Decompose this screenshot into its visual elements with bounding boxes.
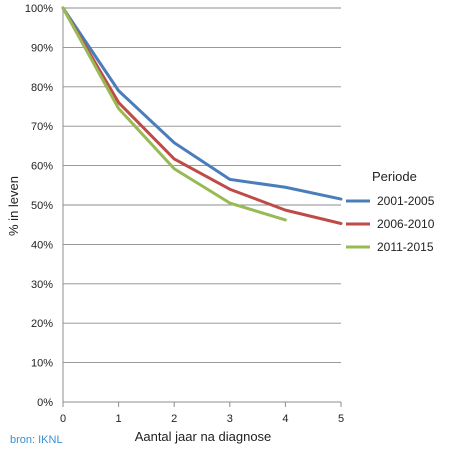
y-tick-label: 90% (31, 42, 53, 54)
y-tick-label: 30% (31, 279, 53, 291)
x-tick-label: 3 (227, 413, 233, 425)
x-axis-label: Aantal jaar na diagnose (135, 429, 272, 444)
x-tick-labels: 0 1 2 3 4 5 (60, 402, 344, 425)
legend-label: 2011-2015 (377, 240, 434, 254)
source-note: bron: IKNL (10, 434, 63, 446)
legend-label: 2001-2005 (377, 194, 435, 208)
x-tick-label: 0 (60, 413, 66, 425)
y-tick-label: 50% (31, 200, 53, 212)
x-tick-label: 5 (338, 413, 344, 425)
y-tick-label: 0% (37, 397, 53, 409)
legend: Periode 2001-2005 2006-2010 2011-2015 (346, 169, 435, 254)
legend-items: 2001-2005 2006-2010 2011-2015 (346, 194, 435, 254)
y-tick-label: 40% (31, 239, 53, 251)
x-tick-label: 4 (282, 413, 288, 425)
y-axis-label: % in leven (6, 176, 21, 236)
y-tick-label: 70% (31, 121, 53, 133)
y-tick-labels: 0% 10% 20% 30% 40% 50% 60% 70% 80% 90% 100% (25, 3, 53, 409)
legend-label: 2006-2010 (377, 217, 435, 231)
y-tick-label: 10% (31, 358, 53, 370)
series-line-2001-2005 (61, 6, 343, 201)
x-tick-label: 1 (116, 413, 122, 425)
series-lines (61, 6, 343, 226)
y-tick-label: 80% (31, 82, 53, 94)
y-tick-label: 60% (31, 161, 53, 173)
series-line-2011-2015 (61, 6, 287, 222)
axes (62, 8, 341, 403)
legend-title: Periode (372, 169, 417, 184)
y-tick-label: 100% (25, 3, 53, 15)
x-tick-label: 2 (171, 413, 177, 425)
series-line-2006-2010 (61, 6, 343, 226)
y-tick-label: 20% (31, 318, 53, 330)
gridlines (63, 7, 341, 364)
